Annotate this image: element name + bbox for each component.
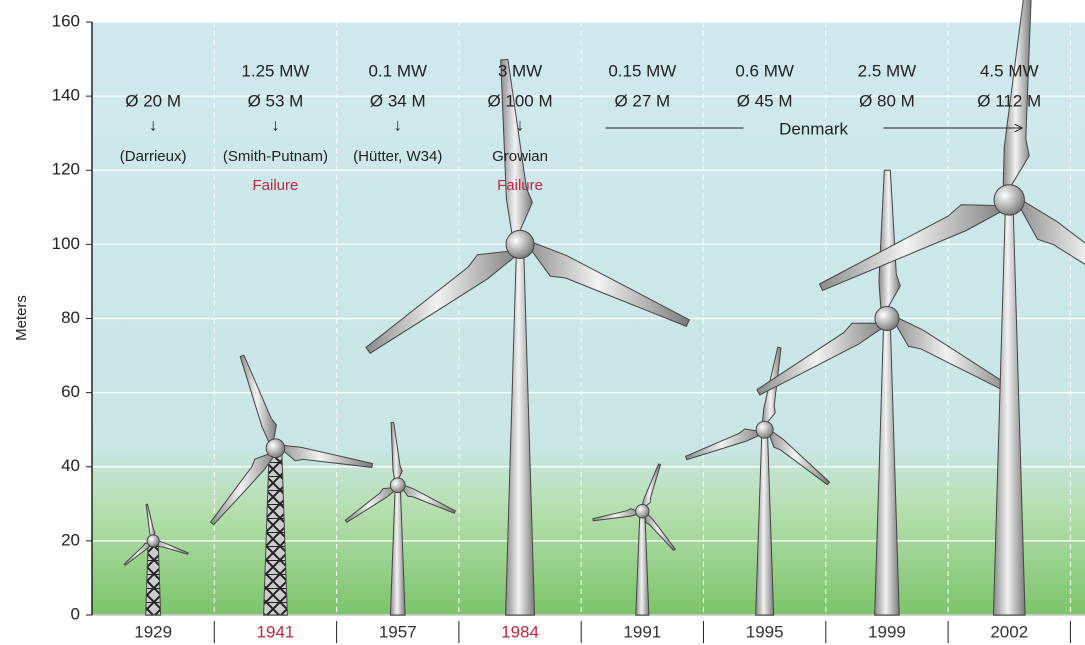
y-tick-label: 60 <box>61 382 80 401</box>
y-tick-label: 20 <box>61 530 80 549</box>
diameter-label: Ø 112 M <box>977 91 1041 110</box>
diameter-label: Ø 27 M <box>614 91 670 110</box>
diameter-label: Ø 53 M <box>248 91 304 110</box>
power-label: 3 MW <box>498 61 542 80</box>
note: Growian <box>492 148 548 165</box>
y-tick-label: 140 <box>52 86 80 105</box>
failure-label: Failure <box>253 177 299 194</box>
y-tick-label: 80 <box>61 308 80 327</box>
hub <box>266 439 285 458</box>
x-tick-label: 1941 <box>257 622 295 641</box>
note: (Hütter, W34) <box>353 148 442 165</box>
x-tick-label: 1984 <box>501 622 539 641</box>
chart: Meters 0 20 40 60 80 100 120 140 160 1929 Ø 20 M ↓ (… <box>0 0 1085 645</box>
hub <box>756 421 773 438</box>
arrow: ↓ <box>149 115 158 134</box>
arrow: ↓ <box>516 115 525 134</box>
power-label: 0.15 MW <box>608 61 676 80</box>
arrow: ↓ <box>271 115 280 134</box>
failure-label: Failure <box>497 177 543 194</box>
diameter-label: Ø 45 M <box>737 91 793 110</box>
x-tick-label: 1999 <box>868 622 906 641</box>
y-tick-label: 100 <box>52 234 80 253</box>
power-label: 0.1 MW <box>368 61 427 80</box>
x-tick-label: 1929 <box>134 622 172 641</box>
hub <box>390 478 405 493</box>
y-tick-label: 0 <box>71 604 80 623</box>
x-tick-label: 1957 <box>379 622 417 641</box>
x-tick-label: 2002 <box>990 622 1028 641</box>
y-tick-label: 120 <box>52 160 80 179</box>
diameter-label: Ø 34 M <box>370 91 426 110</box>
y-tick-label: 40 <box>61 456 80 475</box>
x-tick-label: 1991 <box>623 622 661 641</box>
power-label: 0.6 MW <box>735 61 794 80</box>
arrow: ↓ <box>394 115 403 134</box>
tower <box>146 541 161 615</box>
y-tick-label: 160 <box>52 11 80 30</box>
note: (Darrieux) <box>120 148 187 165</box>
hub <box>994 185 1024 215</box>
diameter-label: Ø 100 M <box>487 91 552 110</box>
hub <box>875 307 899 331</box>
power-label: 2.5 MW <box>858 61 917 80</box>
hub <box>506 230 534 258</box>
y-axis-label: Meters <box>13 295 30 341</box>
span-label: Denmark <box>779 119 848 138</box>
hub <box>636 505 649 518</box>
x-tick-label: 1995 <box>746 622 784 641</box>
diameter-label: Ø 20 M <box>125 91 181 110</box>
power-label: 4.5 MW <box>980 61 1039 80</box>
note: (Smith-Putnam) <box>223 148 328 165</box>
power-label: 1.25 MW <box>241 61 309 80</box>
hub <box>147 535 159 547</box>
diameter-label: Ø 80 M <box>859 91 915 110</box>
